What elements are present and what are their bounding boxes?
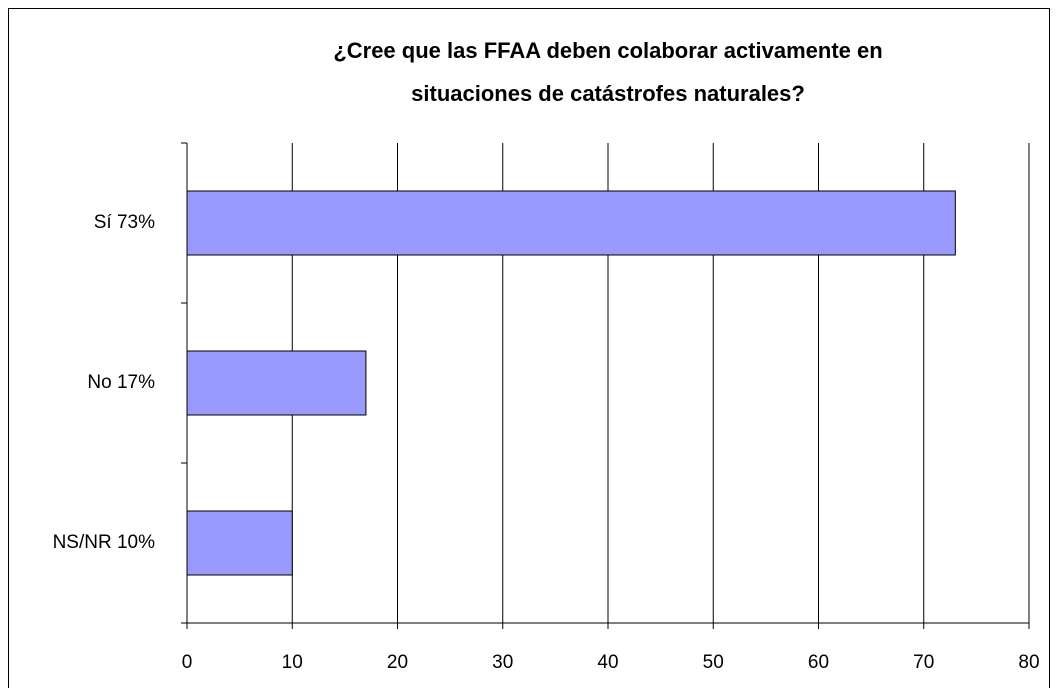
x-tick-label: 10 [282, 652, 303, 673]
bar [186, 350, 367, 416]
y-tick-label: NS/NR 10% [53, 532, 156, 553]
x-tick-label: 40 [597, 652, 618, 673]
x-tick-label: 70 [913, 652, 934, 673]
chart-title: ¿Cree que las FFAA deben colaborar activ… [333, 38, 882, 63]
y-tick-label: Sí 73% [94, 212, 155, 233]
y-tick-label: No 17% [87, 372, 155, 393]
chart-border [8, 8, 1050, 688]
x-tick-label: 80 [1018, 652, 1039, 673]
chart-title: situaciones de catástrofes naturales? [411, 81, 805, 106]
x-tick-label: 30 [492, 652, 513, 673]
bar [186, 510, 293, 576]
bar [186, 190, 956, 256]
x-tick-label: 0 [182, 652, 193, 673]
x-tick-label: 60 [808, 652, 829, 673]
x-tick-label: 20 [387, 652, 408, 673]
x-tick-label: 50 [703, 652, 724, 673]
